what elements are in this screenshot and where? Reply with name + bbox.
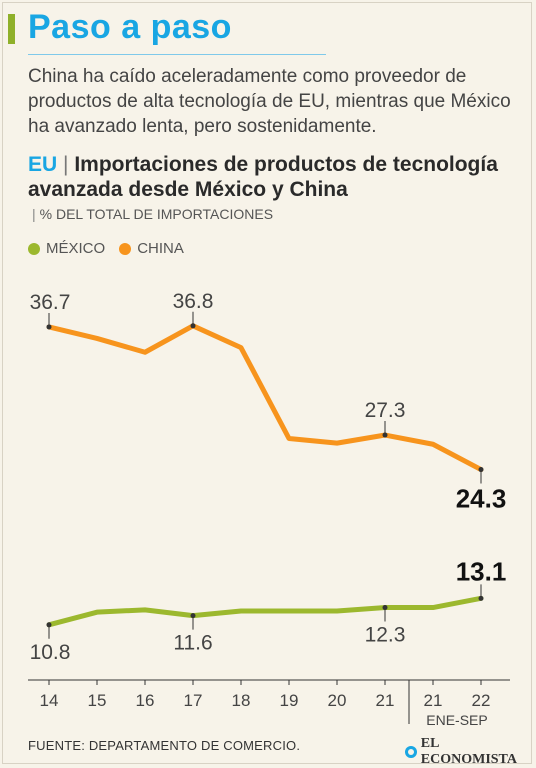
chart-title-separator: | [63,153,69,176]
title-accent-bar [8,14,15,44]
data-label-mexico: 11.6 [173,632,212,655]
logo-text: EL ECONOMISTA [420,736,517,767]
source-note: FUENTE: DEPARTAMENTO DE COMERCIO. [28,738,301,753]
legend-dot-mexico [28,242,40,255]
x-tick-label: 16 [136,691,155,710]
chart-title: EU | Importaciones de productos de tecno… [28,152,528,202]
logo-mark-icon [405,746,417,758]
data-label-china: 36.8 [173,290,214,313]
units-separator: | [32,206,36,222]
page-subtitle: China ha caído aceleradamente como prove… [28,66,511,137]
units-label: % DEL TOTAL DE IMPORTACIONES [39,206,274,222]
x-tick-label: 22 [472,691,491,710]
page-title: Paso a paso [28,8,232,46]
data-label-mexico: 10.8 [30,641,71,664]
x-tick-label: 19 [280,691,299,710]
x-tick-label: 14 [40,691,59,710]
x-tick-label: 17 [184,691,203,710]
legend-label-mexico: MÉXICO [46,240,106,257]
publisher-logo: EL ECONOMISTA [405,736,536,768]
data-label-china: 24.3 [456,484,507,514]
series-line-china [46,323,484,473]
data-label-mexico: 12.3 [365,624,406,647]
legend-item-mexico: MÉXICO [28,240,105,257]
chart-title-prefix: EU [28,153,58,176]
legend-dot-china [119,242,132,255]
series-line-mexico [46,595,484,628]
x-tick-label: 21 [424,691,443,710]
chart-legend: MÉXICO CHINA [28,240,198,257]
chart-units: |% DEL TOTAL DE IMPORTACIONES [32,206,273,222]
data-label-mexico: 13.1 [456,556,507,586]
x-tick-label: 21 [376,691,395,710]
chart-title-text: Importaciones de productos de tecnología… [28,153,498,201]
data-label-china: 36.7 [30,291,71,314]
x-tick-label: 20 [328,691,347,710]
legend-label-china: CHINA [137,240,184,257]
data-label-china: 27.3 [365,399,406,422]
x-tick-label: 18 [232,691,251,710]
x-period-label: ENE-SEP [426,712,487,728]
x-tick-label: 15 [88,691,107,710]
legend-item-china: CHINA [119,240,184,257]
title-rule [28,54,326,55]
